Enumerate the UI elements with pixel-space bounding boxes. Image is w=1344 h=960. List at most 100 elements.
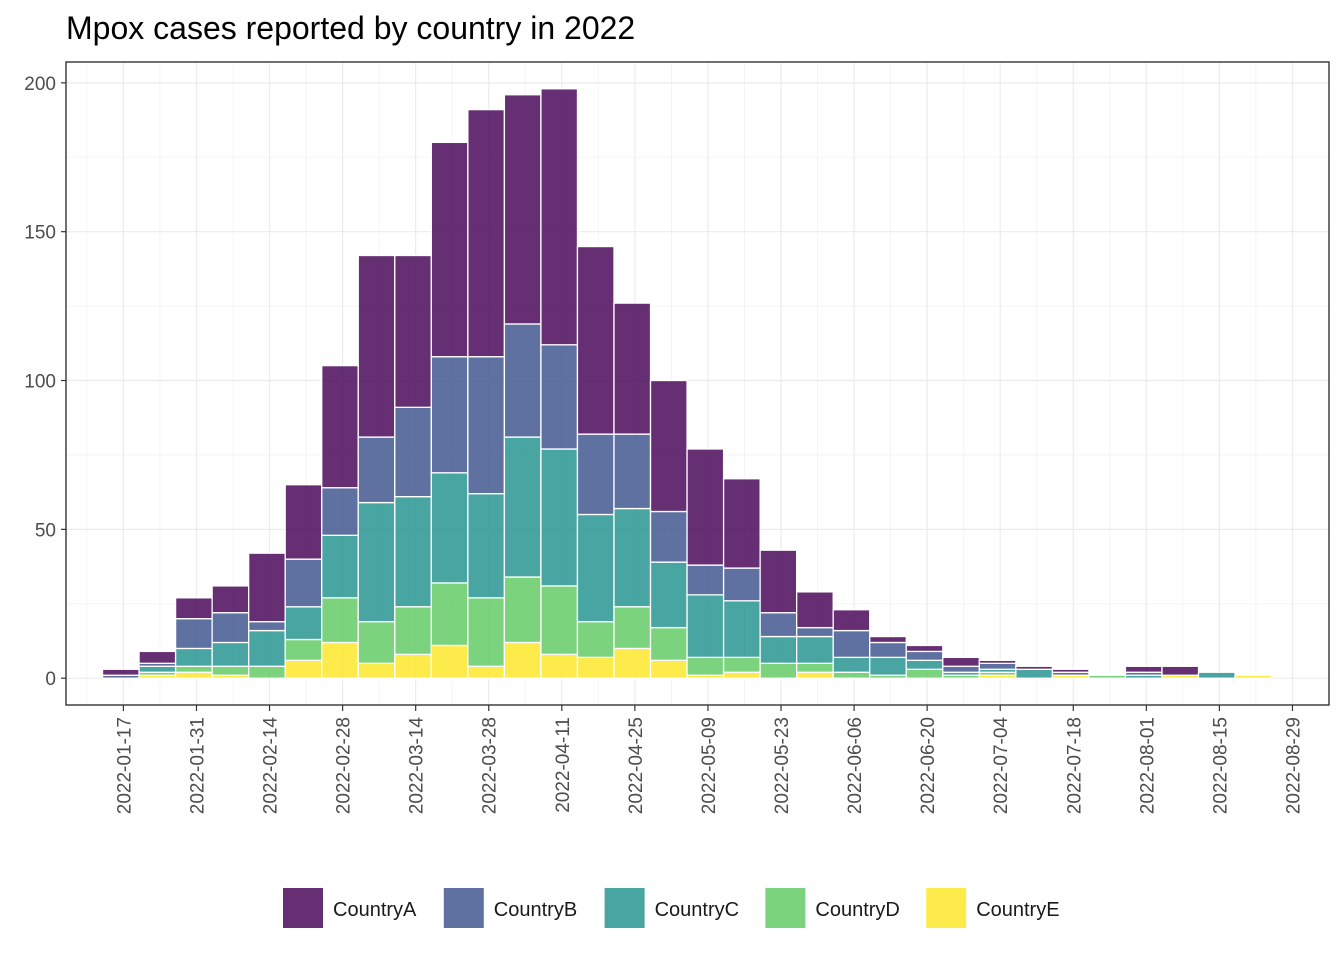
legend-label-countrya: CountryA <box>333 899 417 921</box>
bar-countrye <box>796 671 834 679</box>
bar-countrya <box>1015 665 1054 670</box>
bar-countryb <box>211 612 250 644</box>
bar-countryd <box>357 620 396 664</box>
bar-countryb <box>759 612 798 638</box>
legend-key-countryd <box>765 888 806 928</box>
legend-key-countrye <box>926 888 967 928</box>
bar-countryc <box>722 600 761 659</box>
bar-countryb <box>905 650 944 661</box>
bar-countryd <box>430 582 469 647</box>
bar-countryd <box>503 576 542 644</box>
bar-countryd <box>722 656 761 673</box>
bar-countrya <box>540 88 579 346</box>
y-tick-label: 150 <box>24 223 56 244</box>
y-tick-label: 50 <box>35 520 56 541</box>
x-tick-label: 2022-03-14 <box>407 717 428 815</box>
bars <box>101 88 1273 679</box>
bar-countrya <box>942 656 980 667</box>
x-tick-label: 2022-07-18 <box>1064 717 1085 814</box>
bar-countrya <box>832 609 871 632</box>
bar-countryc <box>430 472 469 584</box>
bar-countrya <box>613 302 652 435</box>
bar-countryb <box>576 433 615 516</box>
bar-countryb <box>613 433 652 510</box>
y-tick-label: 200 <box>24 74 56 95</box>
legend-label-countryb: CountryB <box>494 899 577 921</box>
legend-label-countryc: CountryC <box>655 899 739 921</box>
x-tick-label: 2022-05-23 <box>772 717 793 814</box>
bar-countrya <box>503 94 542 325</box>
bar-countrya <box>248 552 286 623</box>
legend-key-countryb <box>443 888 484 928</box>
bar-countryc <box>174 647 213 667</box>
bar-countrya <box>686 448 725 566</box>
bar-countryb <box>722 567 761 602</box>
bar-countryd <box>832 671 871 679</box>
bar-countrya <box>796 591 834 629</box>
y-tick-label: 100 <box>24 372 56 393</box>
bar-countrya <box>394 254 432 408</box>
bar-countrya <box>1051 668 1090 673</box>
bar-countryc <box>869 656 907 676</box>
bar-countrye <box>722 671 761 679</box>
bar-countrya <box>321 364 359 489</box>
bar-countryd <box>576 620 615 659</box>
bar-countryc <box>686 594 725 659</box>
bar-countrye <box>576 656 615 679</box>
bar-countrya <box>978 659 1017 664</box>
x-tick-label: 2022-08-15 <box>1210 717 1231 814</box>
bar-countryc <box>1015 668 1054 679</box>
bar-countryd <box>905 668 944 679</box>
bar-countryc <box>905 659 944 670</box>
bar-countryb <box>649 510 688 563</box>
bar-countryd <box>759 662 798 679</box>
bar-countrya <box>576 245 615 435</box>
legend-key-countryc <box>604 888 645 928</box>
x-tick-label: 2022-02-14 <box>261 717 282 815</box>
bar-countrya <box>759 549 798 614</box>
bar-countrya <box>101 668 140 676</box>
bar-countrye <box>613 647 652 679</box>
bar-countryc <box>357 501 396 623</box>
bar-countryb <box>978 662 1017 670</box>
bar-countrye <box>540 653 579 679</box>
bar-countrya <box>905 644 944 653</box>
bar-countryb <box>248 620 286 632</box>
bar-countrye <box>503 641 542 679</box>
x-tick-label: 2022-02-28 <box>334 717 355 814</box>
panel-border <box>65 61 1330 706</box>
x-tick-label: 2022-07-04 <box>991 717 1012 815</box>
bar-countryd <box>540 585 579 656</box>
bar-countryb <box>174 618 213 650</box>
bar-countryb <box>357 436 396 504</box>
bar-countryd <box>321 597 359 644</box>
bar-countrye <box>467 665 506 679</box>
bar-countryb <box>869 641 907 659</box>
bar-countrya <box>722 478 761 569</box>
bar-countrya <box>1161 665 1200 676</box>
bar-countryd <box>174 665 213 673</box>
bar-countryc <box>321 534 359 599</box>
bar-countrye <box>321 641 359 679</box>
bar-countryd <box>613 606 652 650</box>
x-axis: 2022-01-17 2022-01-31 2022-02-14 2022-02-28… <box>114 705 1304 814</box>
bar-countryc <box>832 656 871 673</box>
legend-label-countryd: CountryD <box>815 899 899 921</box>
legend-label-countrye: CountryE <box>976 899 1059 921</box>
legend: CountryA CountryB CountryC CountryD CountryE <box>283 888 1060 928</box>
bar-countryd <box>467 597 506 667</box>
bar-countryc <box>211 641 250 667</box>
bar-countrye <box>1234 674 1273 679</box>
bar-countryd <box>686 656 725 676</box>
x-tick-label: 2022-04-25 <box>626 717 647 814</box>
bar-countrya <box>174 597 213 620</box>
bar-countryb <box>942 665 980 673</box>
bar-countryc <box>796 635 834 664</box>
bar-countryc <box>467 492 506 599</box>
bar-countrya <box>869 635 907 644</box>
bar-countryd <box>248 665 286 679</box>
bar-countryd <box>284 638 323 661</box>
bar-countryc <box>248 629 286 667</box>
bar-countryb <box>321 487 359 536</box>
bar-countryb <box>430 356 469 474</box>
